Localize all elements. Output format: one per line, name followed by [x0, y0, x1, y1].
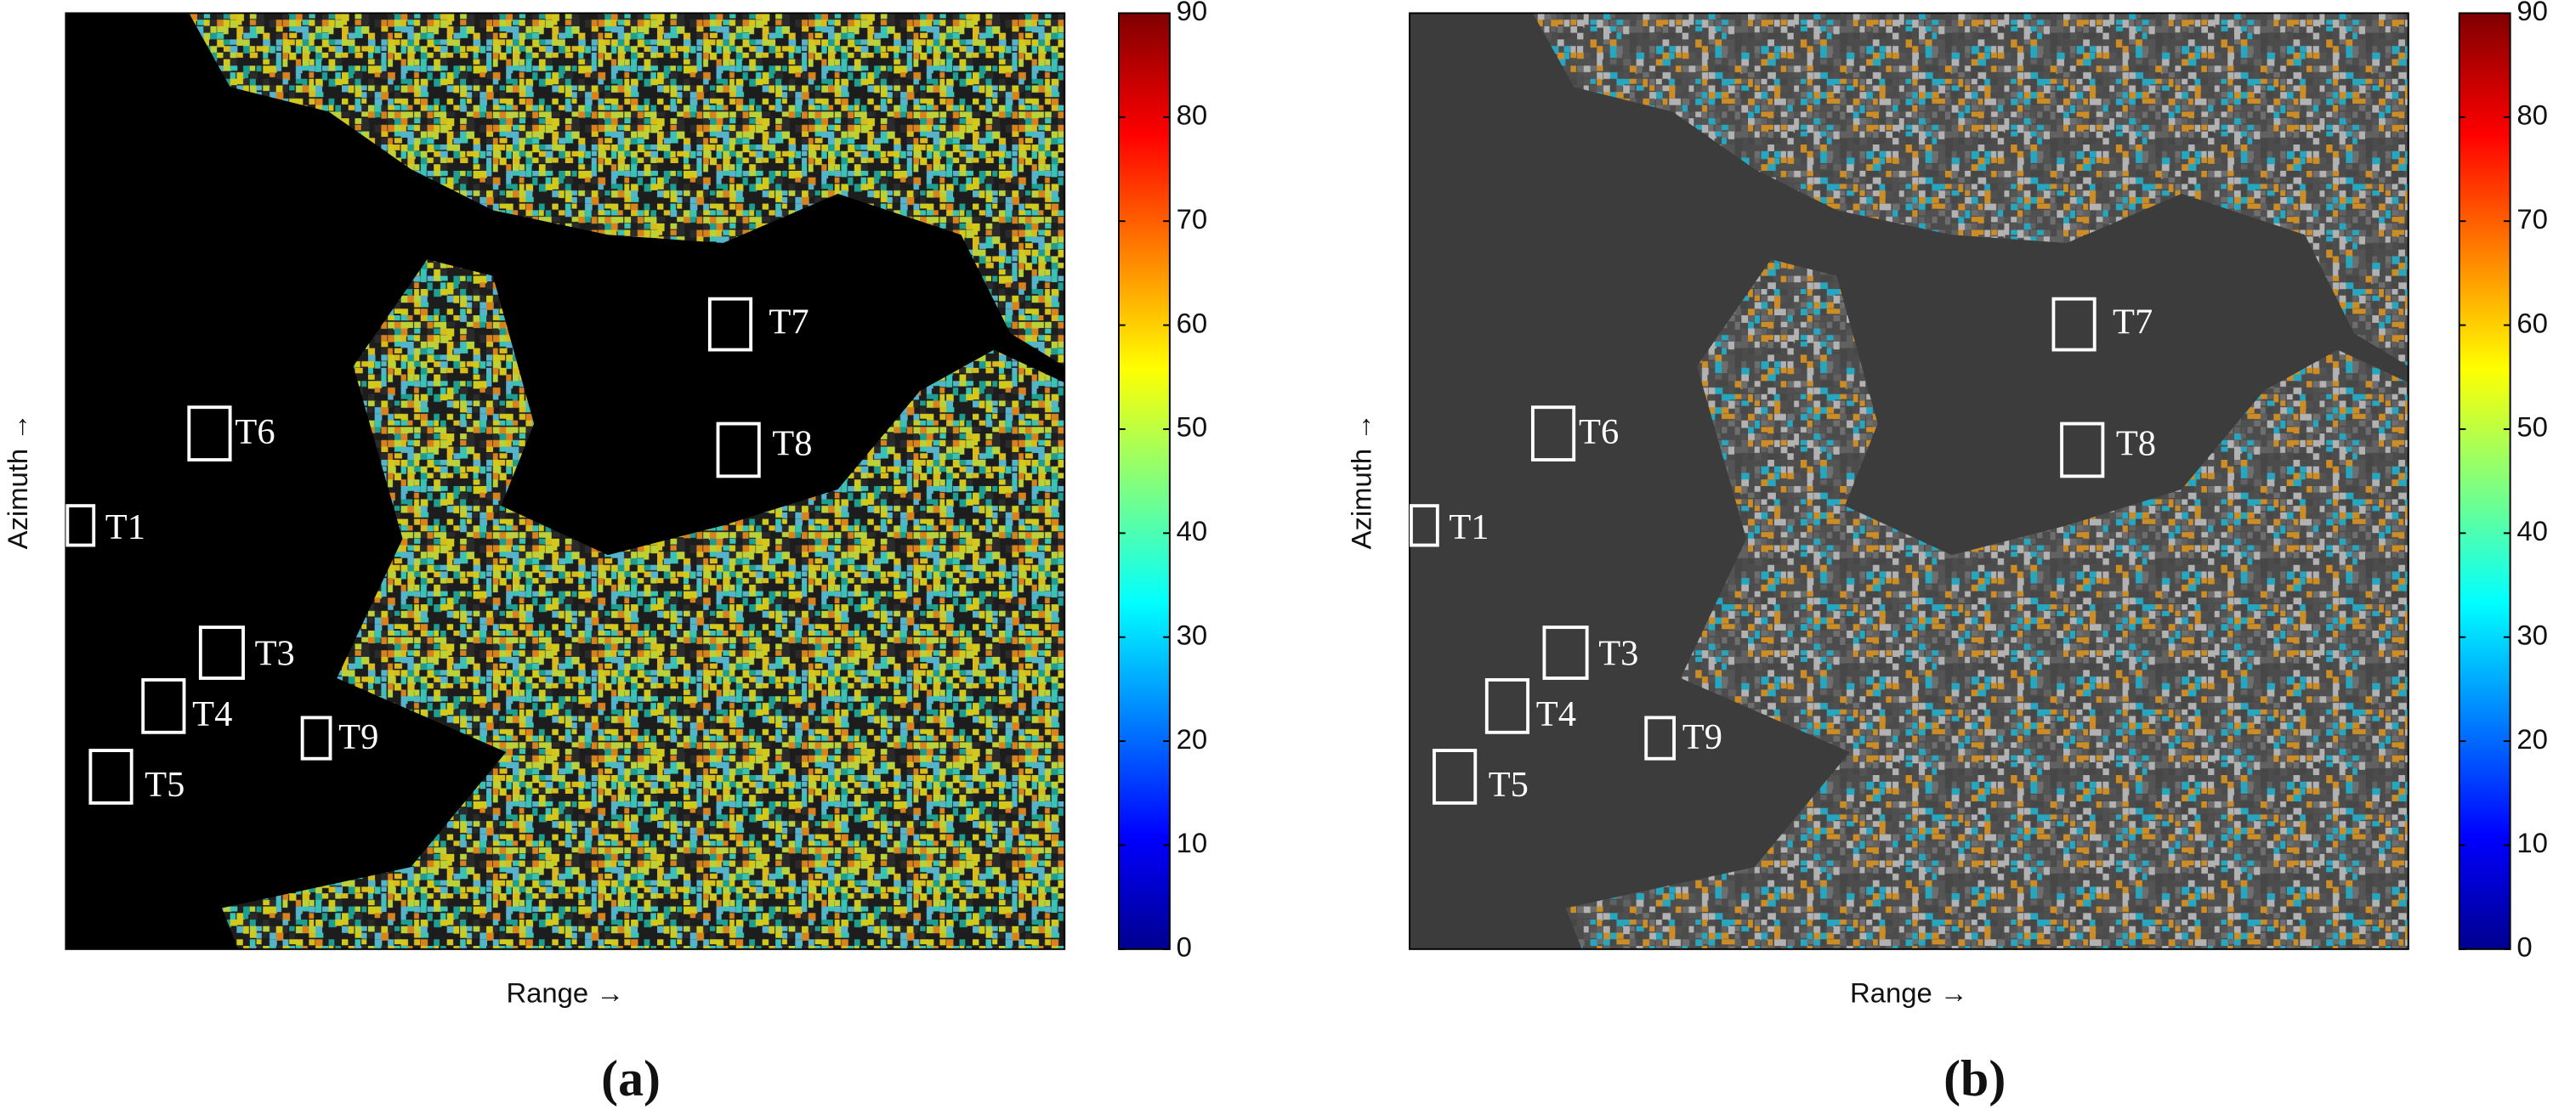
colorbar-tick-label: 40	[1177, 515, 1208, 546]
colorbar-tick-label: 30	[2516, 619, 2548, 650]
target-box	[716, 422, 761, 478]
target-label: T8	[2116, 423, 2156, 463]
target-box	[88, 749, 133, 805]
colorbar-tick-label: 50	[2516, 411, 2548, 443]
colorbar-tick-label: 80	[2516, 99, 2548, 131]
target-label: T6	[1579, 412, 1619, 452]
target-box	[141, 678, 186, 734]
target-label: T6	[235, 412, 275, 452]
target-box	[65, 504, 96, 547]
colorbar-tick-label: 0	[2516, 931, 2532, 963]
target-label: T3	[255, 634, 295, 674]
x-axis-label: Range →	[1850, 977, 1968, 1009]
target-box	[187, 405, 232, 461]
colorbar-tick-label: 80	[1177, 99, 1208, 131]
target-label: T3	[1598, 634, 1638, 674]
target-box	[1484, 678, 1530, 734]
colorbar-tick-label: 70	[2516, 203, 2548, 235]
target-box	[1542, 625, 1589, 680]
target-box	[1644, 716, 1677, 761]
target-box	[1433, 749, 1478, 805]
target-label: T7	[2113, 302, 2153, 342]
land-region	[1565, 259, 2409, 949]
target-label: T1	[1449, 507, 1489, 547]
target-label: T4	[192, 694, 232, 734]
colorbar-tick-label: 10	[1177, 827, 1208, 858]
target-label: T9	[1682, 717, 1722, 757]
panel-caption: (a)	[601, 1050, 661, 1107]
image-frame	[65, 12, 1066, 950]
colorbar-tick-label: 0	[1177, 931, 1192, 963]
target-box	[707, 297, 753, 352]
target-box	[198, 625, 246, 680]
target-label: T5	[1489, 765, 1529, 805]
target-label: T5	[145, 765, 184, 805]
colorbar-tick-label: 40	[2516, 515, 2548, 546]
target-box	[2051, 297, 2097, 352]
colorbar-tick-label: 90	[1177, 0, 1208, 26]
colorbar-tick-label: 60	[2516, 307, 2548, 338]
land-region	[1532, 13, 2409, 366]
y-axis-label: Azimuth →	[2, 413, 33, 550]
target-box	[1530, 405, 1576, 461]
colorbar-tick-label: 90	[2516, 0, 2548, 26]
image-frame	[1409, 12, 2409, 950]
colorbar-tick-label: 20	[1177, 723, 1208, 755]
colorbar-tick-label: 70	[1177, 203, 1208, 235]
target-label: T9	[338, 717, 378, 757]
target-label: T8	[772, 423, 812, 463]
panel-caption: (b)	[1943, 1050, 2006, 1107]
colorbar-tick-label: 30	[1177, 619, 1208, 650]
target-label: T4	[1536, 694, 1576, 734]
colorbar-tick-label: 50	[1177, 411, 1208, 443]
colorbar-tick-label: 20	[2516, 723, 2548, 755]
colorbar	[1118, 12, 1171, 950]
y-axis-label: Azimuth →	[1346, 413, 1377, 550]
colorbar	[2458, 12, 2511, 950]
colorbar-tick-label: 10	[2516, 827, 2548, 858]
land-region	[221, 259, 1065, 949]
target-box	[2060, 422, 2105, 478]
land-region	[189, 13, 1065, 366]
target-label: T1	[105, 507, 145, 547]
target-box	[1409, 504, 1439, 547]
colorbar-tick-label: 60	[1177, 307, 1208, 338]
target-box	[300, 716, 332, 761]
x-axis-label: Range →	[506, 977, 624, 1009]
target-label: T7	[769, 302, 809, 342]
